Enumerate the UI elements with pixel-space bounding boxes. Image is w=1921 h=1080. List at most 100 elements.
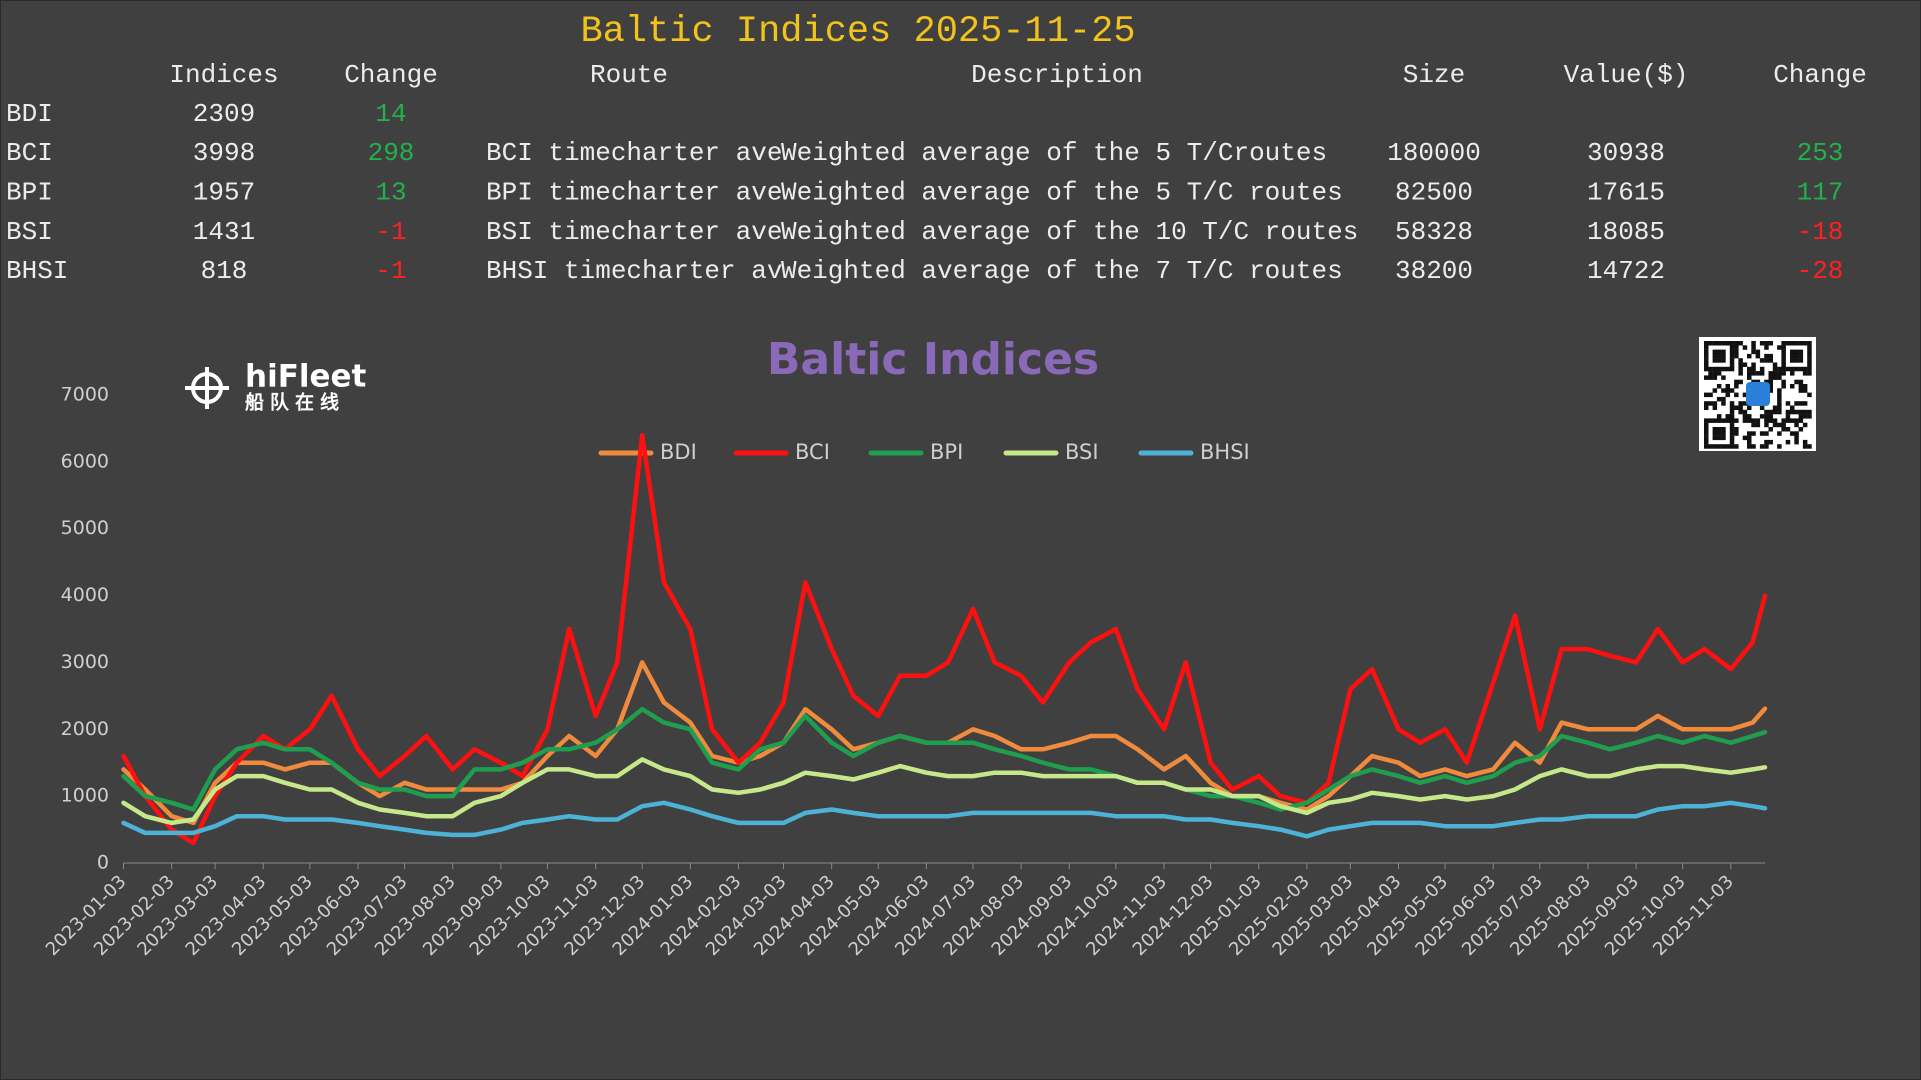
qr-module (1712, 405, 1718, 410)
row-label: BCI (6, 138, 53, 168)
qr-module (1785, 439, 1791, 445)
qr-module (1781, 349, 1786, 355)
qr-module (1708, 418, 1713, 423)
qr-module (1781, 362, 1786, 367)
qr-module (1798, 379, 1804, 385)
qr-module (1807, 409, 1812, 415)
column-header: Change (1773, 60, 1867, 90)
qr-module (1764, 431, 1769, 436)
qr-module (1807, 358, 1812, 363)
qr-module (1704, 345, 1709, 350)
qr-module (1738, 362, 1743, 367)
qr-module (1772, 371, 1778, 376)
qr-module (1751, 366, 1756, 372)
qr-module (1738, 409, 1743, 415)
qr-module (1790, 366, 1795, 372)
qr-module (1807, 341, 1812, 346)
change-cell: -28 (1797, 256, 1844, 286)
qr-module (1708, 401, 1713, 406)
qr-module (1704, 362, 1709, 367)
qr-module (1729, 405, 1735, 410)
qr-module (1725, 384, 1730, 389)
qr-module (1704, 444, 1709, 449)
table-cell: Weighted average of the 5 T/C routes (781, 177, 1343, 207)
qr-module (1794, 435, 1799, 441)
change-cell: -18 (1797, 217, 1844, 247)
qr-module (1764, 341, 1769, 346)
qr-module (1768, 409, 1773, 415)
qr-module (1712, 401, 1718, 406)
qr-module (1807, 414, 1812, 419)
qr-module (1777, 375, 1782, 380)
qr-module (1729, 349, 1735, 355)
qr-module (1751, 345, 1756, 350)
qr-module (1738, 366, 1743, 372)
qr-module (1794, 401, 1799, 406)
qr-module (1716, 396, 1722, 402)
table-cell: 30938 (1587, 138, 1665, 168)
qr-module (1729, 422, 1735, 428)
qr-module (1704, 358, 1709, 363)
qr-module (1794, 431, 1799, 436)
qr-module (1747, 414, 1752, 419)
qr-module (1704, 366, 1709, 372)
table-cell: 2309 (193, 99, 255, 129)
qr-module (1721, 435, 1726, 441)
qr-module (1755, 422, 1761, 428)
qr-module (1716, 444, 1722, 449)
qr-module (1785, 427, 1791, 432)
qr-module (1807, 371, 1812, 376)
column-header: Size (1403, 60, 1465, 90)
logo: hiFleet 船队在线 (185, 359, 367, 414)
series-line (121, 706, 1768, 812)
qr-module (1794, 353, 1799, 359)
qr-module (1729, 341, 1735, 346)
qr-module (1751, 422, 1756, 428)
qr-module (1802, 366, 1808, 372)
qr-module (1708, 444, 1713, 449)
table-cell: 58328 (1395, 217, 1473, 247)
legend-label: BSI (1065, 440, 1099, 464)
qr-module (1768, 384, 1773, 389)
qr-module (1704, 341, 1709, 346)
qr-module (1781, 379, 1786, 385)
qr-module (1716, 427, 1722, 432)
column-header: Indices (169, 60, 278, 90)
qr-module (1772, 362, 1778, 367)
qr-module (1704, 349, 1709, 355)
table-cell: BCI timecharter ave (486, 138, 782, 168)
qr-module (1759, 341, 1765, 346)
qr-module (1764, 414, 1769, 419)
qr-module (1704, 435, 1709, 441)
qr-module (1729, 401, 1735, 406)
qr-module (1751, 418, 1756, 423)
qr-module (1721, 341, 1726, 346)
qr-module (1725, 444, 1730, 449)
qr-module (1742, 362, 1748, 367)
qr-module (1794, 358, 1799, 363)
qr-module (1712, 341, 1718, 346)
qr-module (1768, 418, 1773, 423)
qr-module (1742, 345, 1748, 350)
qr-module (1798, 418, 1804, 423)
qr-module (1729, 409, 1735, 415)
qr-module (1738, 379, 1743, 385)
qr-module (1798, 401, 1804, 406)
qr-module (1759, 405, 1765, 410)
table-cell: 18085 (1587, 217, 1665, 247)
qr-module (1802, 444, 1808, 449)
qr-module (1772, 418, 1778, 423)
qr-module (1716, 384, 1722, 389)
qr-module (1781, 341, 1786, 346)
qr-module (1747, 353, 1752, 359)
qr-module (1734, 341, 1739, 346)
qr-module (1755, 353, 1761, 359)
qr-module (1734, 353, 1739, 359)
qr-module (1747, 375, 1752, 380)
qr-module (1777, 431, 1782, 436)
qr-module (1790, 431, 1795, 436)
qr-module (1777, 396, 1782, 402)
qr-module (1721, 388, 1726, 393)
